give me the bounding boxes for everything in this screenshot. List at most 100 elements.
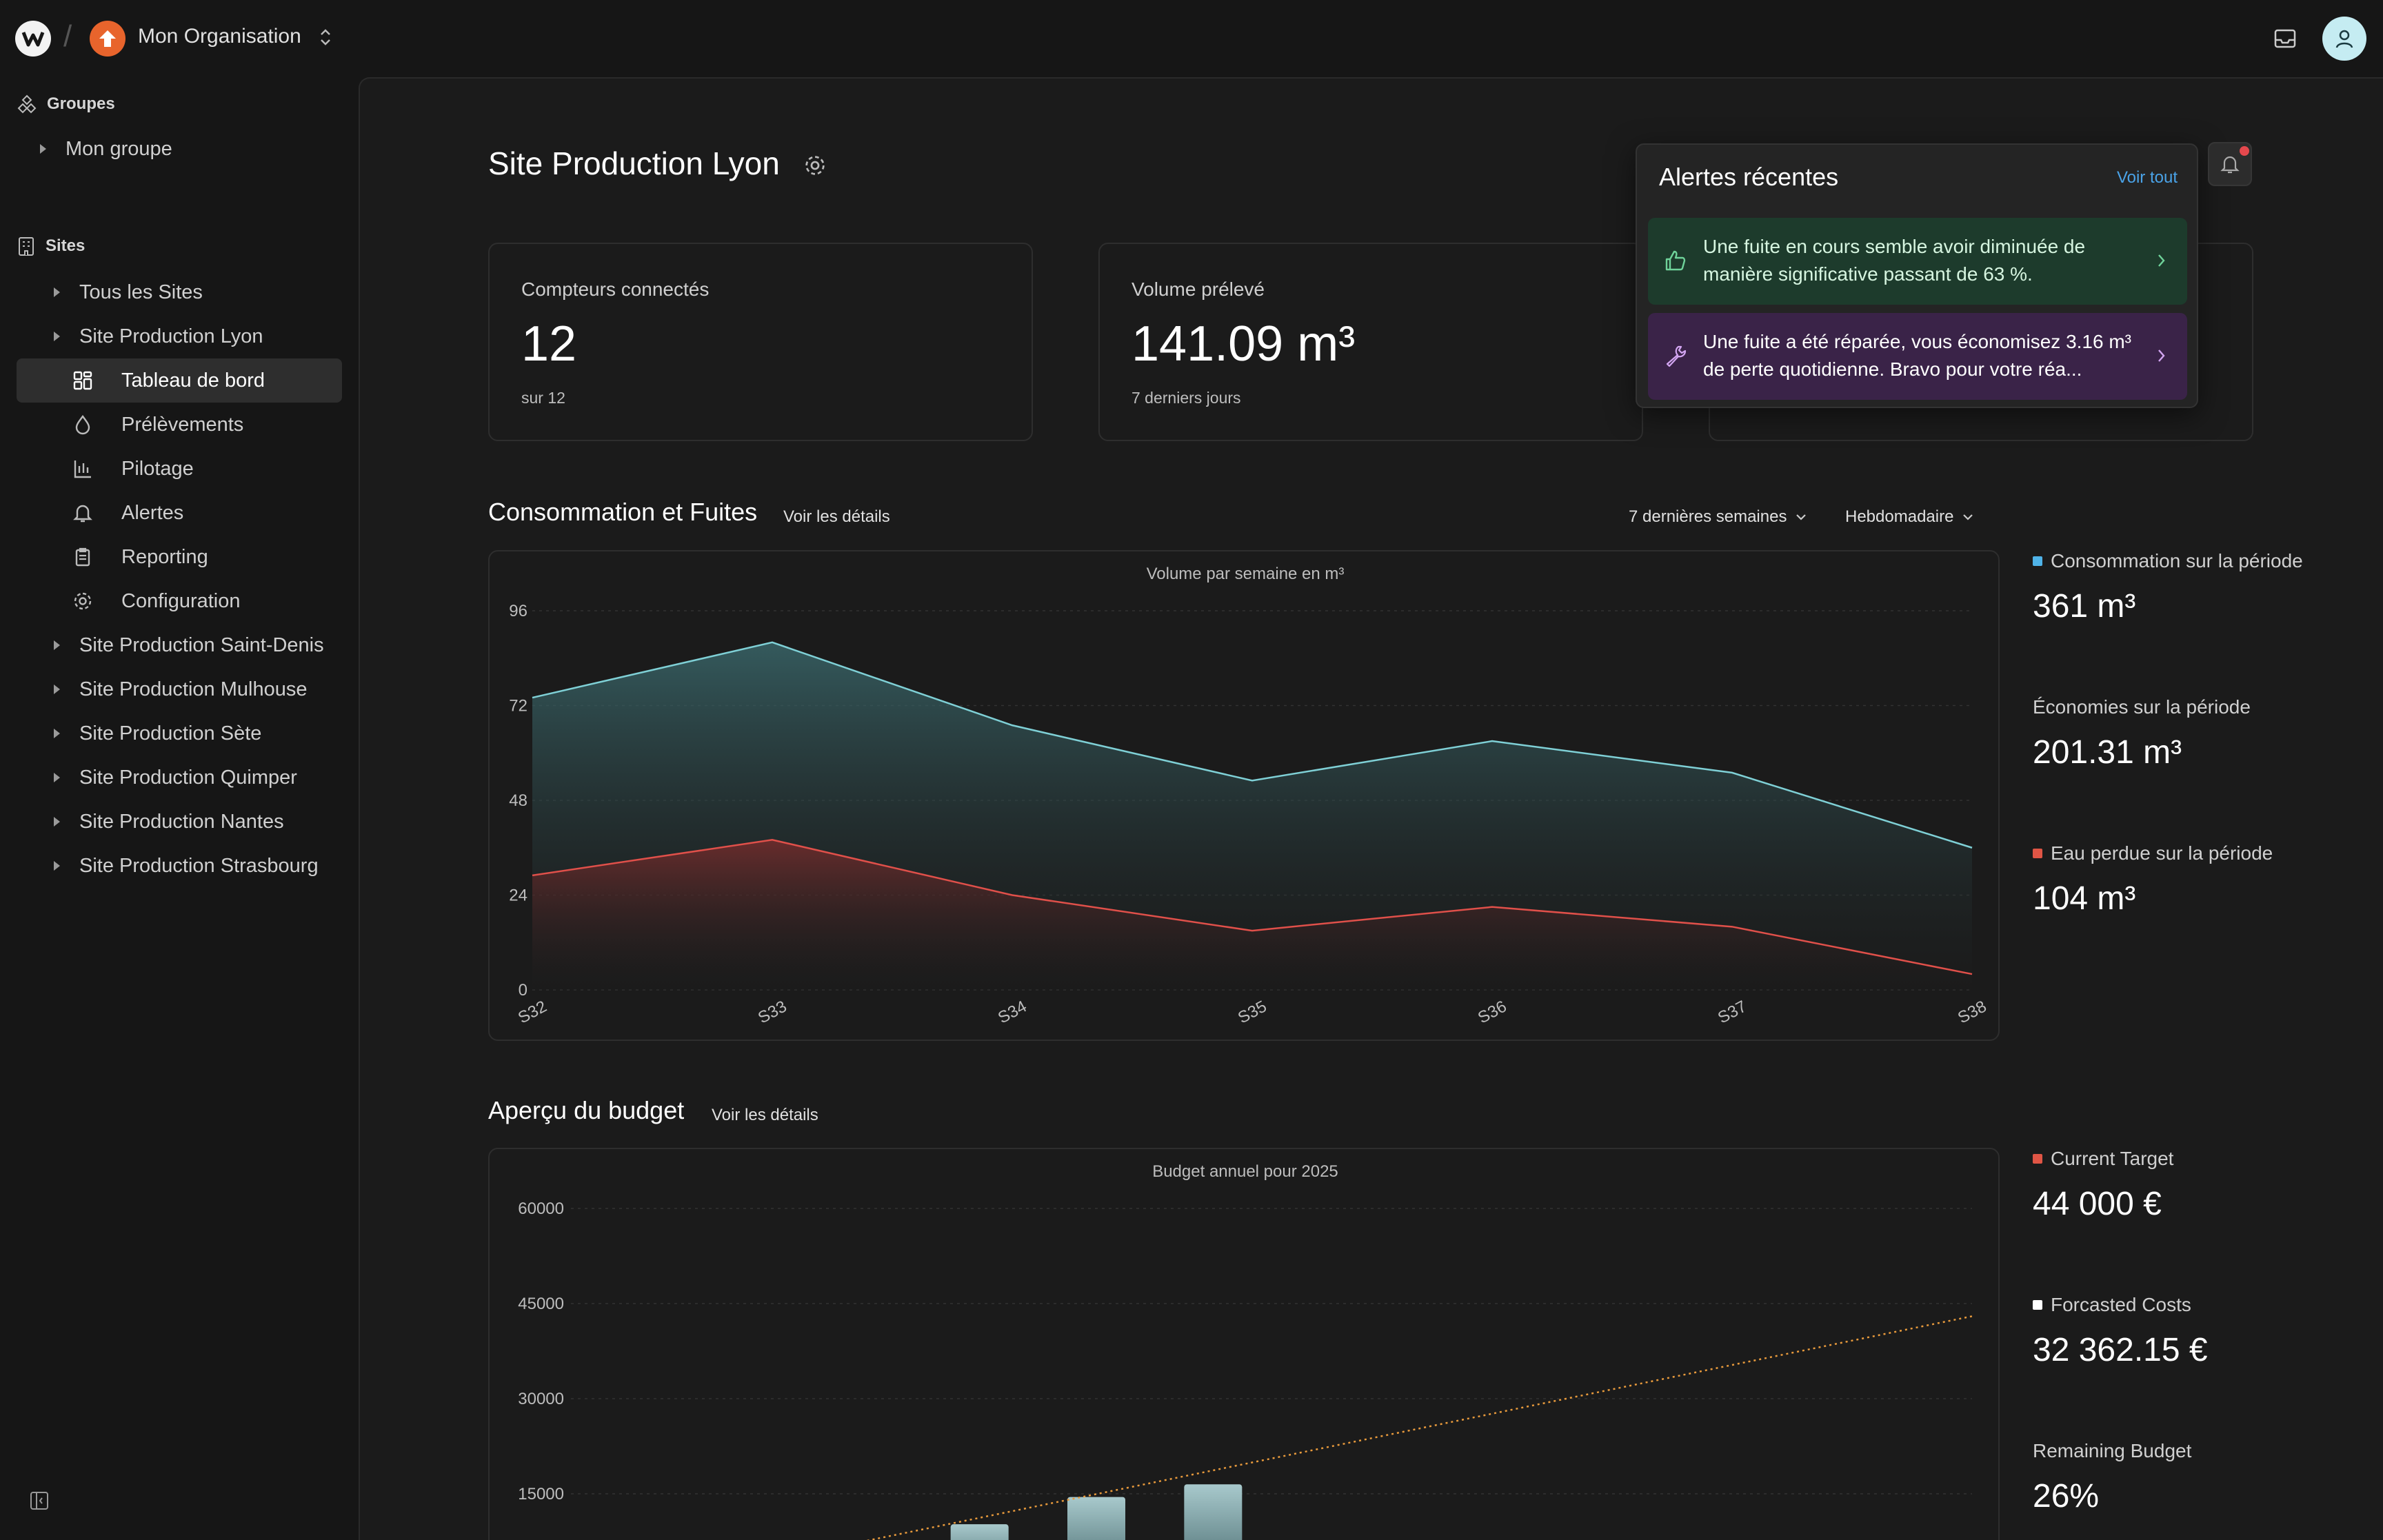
budget-details-link[interactable]: Voir les détails [712, 1106, 818, 1124]
y-tick-label: 15000 [518, 1485, 564, 1503]
sidebar-collapse-icon[interactable] [29, 1490, 50, 1514]
user-avatar-icon[interactable] [2322, 17, 2366, 61]
dashboard-icon [73, 371, 92, 390]
period-dropdown[interactable]: 7 dernières semaines [1629, 507, 1807, 527]
consumption-section-title: Consommation et Fuites [488, 498, 758, 526]
sidebar-item-label: Reporting [121, 545, 208, 568]
alerts-see-all-link[interactable]: Voir tout [2116, 168, 2178, 187]
groups-section-header: Groupes [17, 94, 115, 114]
sidebar-site-mulhouse[interactable]: Site Production Mulhouse [54, 667, 307, 711]
sidebar-item-label: Prélèvements [121, 413, 244, 436]
legend-label: Consommation sur la période [2051, 550, 2303, 571]
legend-label: Forcasted Costs [2051, 1294, 2191, 1315]
legend-consommation: Consommation sur la période [2033, 550, 2303, 572]
sidebar-item-prelevements[interactable]: Prélèvements [17, 403, 342, 447]
legend-value: 201.31 m³ [2033, 734, 2182, 771]
x-tick-label: S32 [515, 997, 550, 1027]
sidebar-site-tous-les-sites[interactable]: Tous les Sites [54, 270, 203, 314]
x-tick-label: S38 [1955, 997, 1989, 1027]
sidebar-site-nantes[interactable]: Site Production Nantes [54, 800, 284, 844]
y-tick-label: 24 [509, 886, 527, 905]
alerts-title: Alertes récentes [1659, 163, 1839, 191]
chevron-right-icon [2158, 349, 2165, 362]
sidebar-item-label: Site Production Lyon [79, 325, 263, 347]
breadcrumb-separator: / [63, 19, 72, 53]
inbox-icon[interactable] [2273, 26, 2297, 54]
sites-label: Sites [46, 236, 86, 255]
budget-bar [950, 1524, 1009, 1540]
sidebar-item-configuration[interactable]: Configuration [17, 579, 342, 623]
legend-label: Current Target [2051, 1148, 2174, 1169]
legend-value: 104 m³ [2033, 880, 2136, 917]
gear-icon [74, 592, 92, 610]
org-switcher-label[interactable]: Mon Organisation [138, 25, 301, 48]
chevron-updown-icon[interactable] [316, 25, 335, 53]
top-bar: / Mon Organisation [0, 0, 2383, 77]
alerts-popover: Alertes récentes Voir tout Une fuite en … [1636, 143, 2198, 408]
sidebar-site-saint-denis[interactable]: Site Production Saint-Denis [54, 623, 324, 667]
budget-section-title: Aperçu du budget [488, 1096, 685, 1124]
stat-card-volume: Volume prélevé 141.09 m³ 7 derniers jour… [1098, 243, 1643, 441]
sidebar-item-label: Site Production Quimper [79, 766, 297, 789]
sidebar-item-pilotage[interactable]: Pilotage [17, 447, 342, 491]
budget-chart: Budget annuel pour 2025 15000 30000 45000 6… [488, 1148, 2000, 1540]
sidebar-site-quimper[interactable]: Site Production Quimper [54, 756, 297, 800]
sidebar-item-reporting[interactable]: Reporting [17, 535, 342, 579]
brand-logo-icon[interactable] [15, 21, 51, 57]
legend-current-target: Current Target [2033, 1148, 2173, 1170]
sidebar-item-label: Site Production Strasbourg [79, 854, 319, 877]
x-tick-label: S37 [1715, 997, 1749, 1027]
bar-chart-icon [74, 460, 91, 478]
stat-card-value: 12 [521, 316, 577, 372]
org-badge-icon[interactable] [90, 21, 125, 57]
x-tick-label: S34 [995, 997, 1029, 1027]
legend-label: Remaining Budget [2033, 1440, 2192, 1461]
sidebar-item-label: Site Production Sète [79, 722, 262, 744]
thumbs-up-icon [1665, 250, 1686, 271]
granularity-dropdown-value: Hebdomadaire [1845, 507, 1954, 526]
x-tick-label: S35 [1235, 997, 1269, 1027]
sidebar-item-tableau-de-bord[interactable]: Tableau de bord [17, 358, 342, 403]
clipboard-icon [75, 547, 90, 567]
sidebar-item-label: Site Production Mulhouse [79, 678, 308, 700]
stat-card-sub: sur 12 [521, 389, 565, 407]
sidebar-item-label: Alertes [121, 501, 184, 524]
sidebar-item-label: Pilotage [121, 457, 194, 480]
caret-right-icon [54, 817, 60, 827]
series-area [532, 840, 1972, 990]
sidebar-item-label: Configuration [121, 589, 241, 612]
sidebar-item-alertes[interactable]: Alertes [17, 491, 342, 535]
legend-swatch [2033, 1300, 2042, 1310]
sidebar-group-mon-groupe[interactable]: Mon groupe [40, 127, 172, 171]
sidebar-item-label: Site Production Saint-Denis [79, 634, 324, 656]
sidebar-item-label: Tous les Sites [79, 281, 203, 303]
bell-icon [73, 505, 92, 523]
target-line [865, 1315, 1973, 1540]
groups-icon [17, 94, 37, 114]
legend-remaining-budget: Remaining Budget [2033, 1440, 2191, 1462]
caret-right-icon [54, 861, 60, 871]
site-settings-gear-icon[interactable] [803, 153, 827, 181]
y-tick-label: 60000 [518, 1199, 564, 1218]
building-icon [19, 237, 34, 256]
legend-label: Économies sur la période [2033, 696, 2251, 718]
wrench-icon [1666, 345, 1687, 367]
sidebar-site-lyon[interactable]: Site Production Lyon [54, 314, 263, 358]
period-dropdown-value: 7 dernières semaines [1629, 507, 1787, 526]
caret-right-icon [54, 773, 60, 782]
y-tick-label: 48 [509, 791, 527, 810]
granularity-dropdown[interactable]: Hebdomadaire [1845, 507, 1974, 527]
chevron-right-icon [2158, 254, 2165, 267]
sidebar-site-sete[interactable]: Site Production Sète [54, 711, 261, 756]
alert-item[interactable]: Une fuite a été réparée, vous économisez… [1648, 313, 2187, 400]
budget-bar [1184, 1484, 1243, 1540]
caret-right-icon [54, 685, 60, 694]
alert-item[interactable]: Une fuite en cours semble avoir diminuée… [1648, 218, 2187, 305]
alert-text: Une fuite en cours semble avoir diminuée… [1703, 236, 2086, 285]
budget-chart-svg: Budget annuel pour 2025 15000 30000 45000 6… [518, 1162, 1973, 1540]
caret-right-icon [54, 287, 60, 297]
consumption-details-link[interactable]: Voir les détails [783, 507, 890, 526]
sites-section-header: Sites [17, 236, 85, 256]
sidebar-site-strasbourg[interactable]: Site Production Strasbourg [54, 844, 319, 888]
stat-card-compteurs: Compteurs connectés 12 sur 12 [488, 243, 1033, 441]
